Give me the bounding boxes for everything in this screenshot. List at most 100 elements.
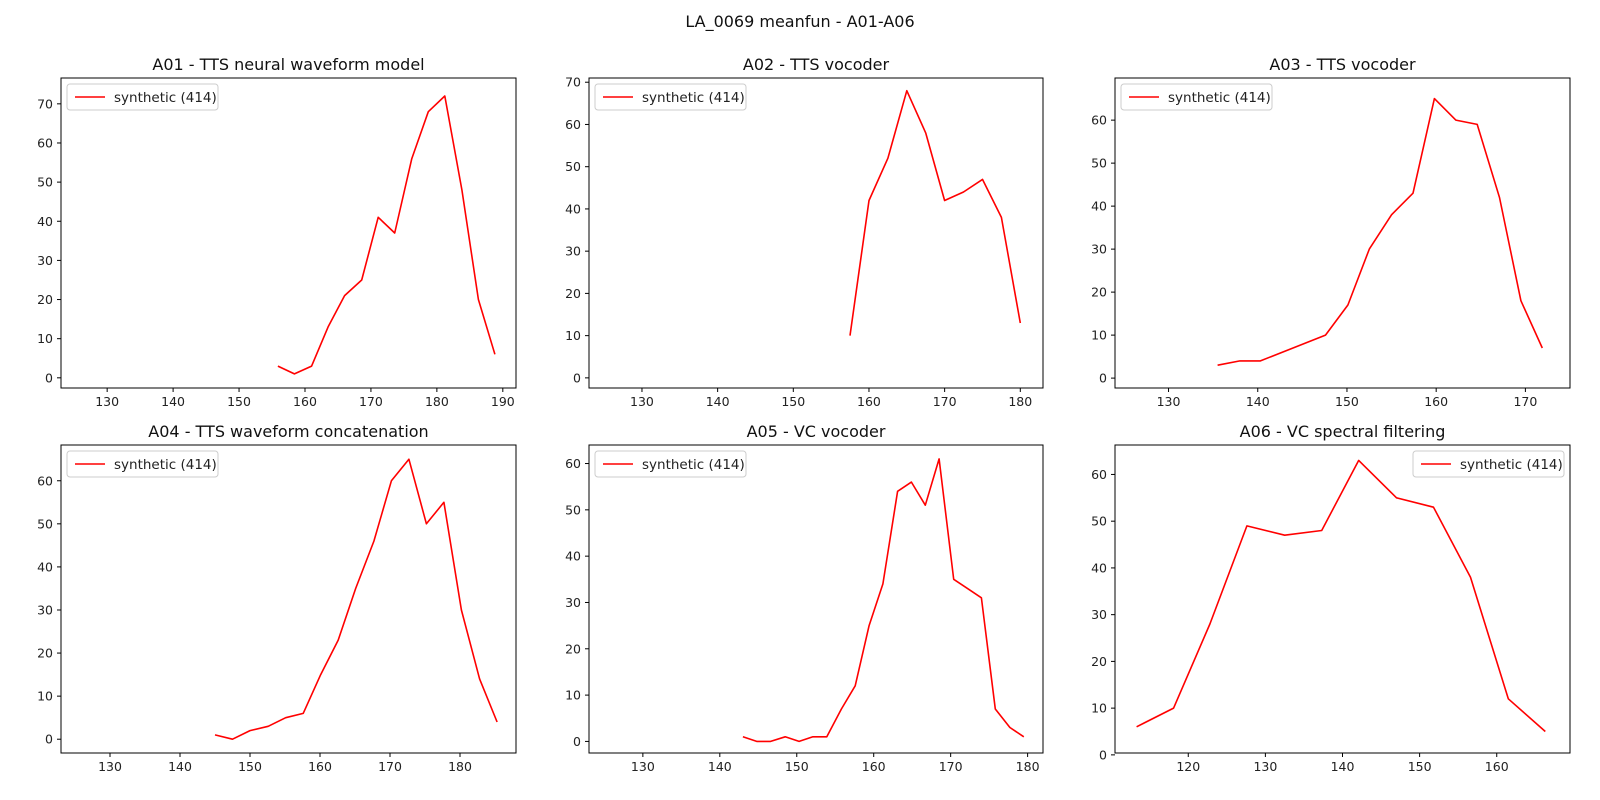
y-tick-label: 0 bbox=[1099, 371, 1107, 386]
x-tick-label: 160 bbox=[1485, 759, 1509, 774]
y-tick-label: 70 bbox=[37, 96, 53, 111]
y-tick-label: 50 bbox=[565, 502, 581, 517]
y-tick-label: 0 bbox=[45, 732, 53, 747]
series-line bbox=[1217, 97, 1544, 366]
y-tick-label: 30 bbox=[37, 253, 53, 268]
y-tick-label: 60 bbox=[37, 135, 53, 150]
series-line bbox=[277, 95, 496, 375]
y-tick-label: 60 bbox=[37, 473, 53, 488]
legend-label: synthetic (414) bbox=[1460, 457, 1563, 473]
y-tick-label: 60 bbox=[565, 117, 581, 132]
x-tick-label: 120 bbox=[1176, 759, 1200, 774]
y-tick-label: 20 bbox=[565, 286, 581, 301]
x-tick-label: 130 bbox=[1253, 759, 1277, 774]
y-tick-label: 10 bbox=[37, 689, 53, 704]
y-tick-label: 0 bbox=[45, 370, 53, 385]
plot-frame bbox=[60, 77, 517, 389]
y-tick-label: 10 bbox=[37, 331, 53, 346]
legend-box bbox=[594, 83, 747, 111]
series-line bbox=[1136, 459, 1546, 733]
x-tick-label: 170 bbox=[378, 759, 402, 774]
legend-label: synthetic (414) bbox=[642, 90, 745, 106]
y-tick-label: 30 bbox=[565, 595, 581, 610]
subplot-3: A03 - TTS vocoder 130 140 150 160 170 0 10 20 30 4… bbox=[1091, 55, 1571, 409]
x-tick-label: 130 bbox=[631, 759, 655, 774]
x-tick-label: 160 bbox=[308, 759, 332, 774]
y-tick-label: 30 bbox=[1091, 242, 1107, 257]
legend-box bbox=[1412, 450, 1565, 478]
y-tick-label: 50 bbox=[565, 159, 581, 174]
legend-box bbox=[66, 450, 219, 478]
x-tick-label: 150 bbox=[227, 394, 251, 409]
x-tick-label: 150 bbox=[781, 394, 805, 409]
x-tick-label: 170 bbox=[939, 759, 963, 774]
subplot-title: A03 - TTS vocoder bbox=[1269, 55, 1416, 74]
y-tick-label: 60 bbox=[565, 456, 581, 471]
subplot-title: A05 - VC vocoder bbox=[747, 422, 886, 441]
series-line bbox=[849, 89, 1022, 336]
subplot-5: A05 - VC vocoder 130 140 150 160 170 180 0 10 20 3… bbox=[565, 422, 1044, 774]
x-tick-label: 170 bbox=[1513, 394, 1537, 409]
y-tick-label: 20 bbox=[37, 646, 53, 661]
plot-frame bbox=[588, 444, 1044, 754]
legend-label: synthetic (414) bbox=[114, 457, 217, 473]
x-tick-label: 150 bbox=[1335, 394, 1359, 409]
x-tick-label: 130 bbox=[95, 394, 119, 409]
y-tick-label: 40 bbox=[565, 201, 581, 216]
subplot-1: A01 - TTS neural waveform model 130 140 150… bbox=[37, 55, 517, 409]
y-tick-label: 10 bbox=[1091, 701, 1107, 716]
y-tick-label: 40 bbox=[1091, 560, 1107, 575]
y-tick-label: 20 bbox=[1091, 654, 1107, 669]
legend-box bbox=[1120, 83, 1273, 111]
y-tick-label: 60 bbox=[1091, 467, 1107, 482]
x-tick-label: 140 bbox=[708, 759, 732, 774]
subplot-title: A06 - VC spectral filtering bbox=[1240, 422, 1446, 441]
y-tick-label: 10 bbox=[565, 688, 581, 703]
x-tick-label: 130 bbox=[98, 759, 122, 774]
x-tick-label: 170 bbox=[933, 394, 957, 409]
y-tick-label: 40 bbox=[37, 214, 53, 229]
subplot-title: A02 - TTS vocoder bbox=[743, 55, 890, 74]
y-tick-label: 30 bbox=[37, 602, 53, 617]
y-tick-label: 10 bbox=[1091, 328, 1107, 343]
x-tick-label: 140 bbox=[1246, 394, 1270, 409]
y-tick-label: 30 bbox=[1091, 607, 1107, 622]
x-tick-label: 160 bbox=[862, 759, 886, 774]
y-tick-label: 50 bbox=[37, 516, 53, 531]
y-tick-label: 60 bbox=[1091, 113, 1107, 128]
y-tick-label: 20 bbox=[37, 292, 53, 307]
y-tick-label: 50 bbox=[37, 175, 53, 190]
plot-frame bbox=[60, 444, 517, 754]
y-tick-label: 0 bbox=[1099, 747, 1107, 762]
series-line bbox=[742, 458, 1025, 743]
y-tick-label: 20 bbox=[565, 641, 581, 656]
y-tick-label: 50 bbox=[1091, 156, 1107, 171]
y-tick-label: 10 bbox=[565, 328, 581, 343]
y-tick-label: 40 bbox=[565, 549, 581, 564]
x-tick-label: 170 bbox=[359, 394, 383, 409]
subplot-2: A02 - TTS vocoder 130 140 150 160 170 180 0 10 20… bbox=[565, 55, 1044, 409]
subplot-4: A04 - TTS waveform concatenation 130 140 15… bbox=[37, 422, 517, 774]
x-tick-label: 150 bbox=[1408, 759, 1432, 774]
x-tick-label: 160 bbox=[1424, 394, 1448, 409]
y-tick-label: 20 bbox=[1091, 285, 1107, 300]
x-tick-label: 180 bbox=[1016, 759, 1040, 774]
subplot-title: A01 - TTS neural waveform model bbox=[152, 55, 424, 74]
subplot-6: A06 - VC spectral filtering 120 130 140 150 1… bbox=[1091, 422, 1571, 774]
y-tick-label: 40 bbox=[1091, 199, 1107, 214]
x-tick-label: 160 bbox=[857, 394, 881, 409]
x-tick-label: 130 bbox=[630, 394, 654, 409]
x-tick-label: 180 bbox=[425, 394, 449, 409]
y-tick-label: 50 bbox=[1091, 514, 1107, 529]
x-tick-label: 150 bbox=[238, 759, 262, 774]
legend-box bbox=[66, 83, 219, 111]
y-tick-label: 0 bbox=[573, 734, 581, 749]
y-tick-label: 40 bbox=[37, 559, 53, 574]
y-tick-label: 70 bbox=[565, 75, 581, 90]
legend-label: synthetic (414) bbox=[642, 457, 745, 473]
series-line bbox=[214, 458, 498, 741]
x-tick-label: 140 bbox=[161, 394, 185, 409]
legend-label: synthetic (414) bbox=[114, 90, 217, 106]
y-tick-label: 30 bbox=[565, 244, 581, 259]
